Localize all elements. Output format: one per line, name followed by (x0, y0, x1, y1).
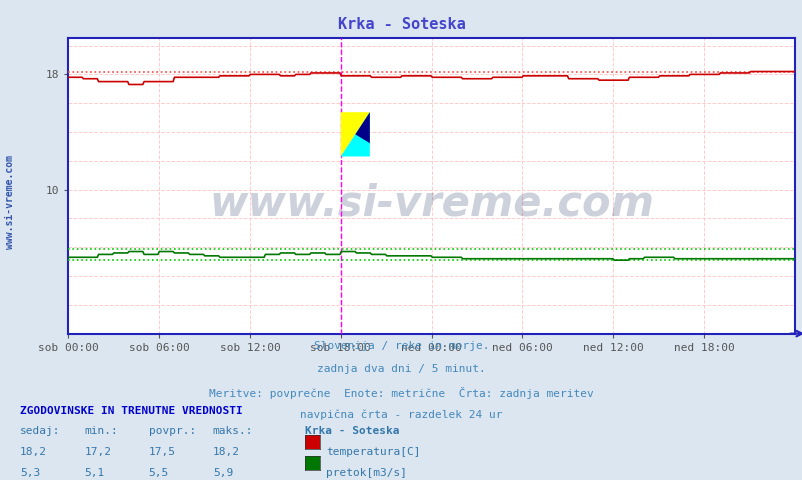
Text: 5,5: 5,5 (148, 468, 168, 478)
Text: Krka - Soteska: Krka - Soteska (337, 17, 465, 32)
Text: sedaj:: sedaj: (20, 426, 60, 436)
Text: 17,5: 17,5 (148, 447, 176, 457)
Text: Krka - Soteska: Krka - Soteska (305, 426, 399, 436)
Text: www.si-vreme.com: www.si-vreme.com (5, 155, 14, 249)
Text: 5,9: 5,9 (213, 468, 233, 478)
Polygon shape (340, 112, 370, 156)
Text: pretok[m3/s]: pretok[m3/s] (326, 468, 407, 478)
Polygon shape (340, 112, 370, 156)
Text: 5,3: 5,3 (20, 468, 40, 478)
Text: ZGODOVINSKE IN TRENUTNE VREDNOSTI: ZGODOVINSKE IN TRENUTNE VREDNOSTI (20, 406, 242, 416)
Text: zadnja dva dni / 5 minut.: zadnja dva dni / 5 minut. (317, 364, 485, 374)
Text: Slovenija / reke in morje.: Slovenija / reke in morje. (314, 341, 488, 351)
Text: povpr.:: povpr.: (148, 426, 196, 436)
Text: 18,2: 18,2 (213, 447, 240, 457)
Text: maks.:: maks.: (213, 426, 253, 436)
Polygon shape (354, 112, 370, 143)
Text: min.:: min.: (84, 426, 118, 436)
Text: www.si-vreme.com: www.si-vreme.com (209, 183, 654, 225)
Text: temperatura[C]: temperatura[C] (326, 447, 420, 457)
Text: 18,2: 18,2 (20, 447, 47, 457)
Text: 17,2: 17,2 (84, 447, 111, 457)
Text: Meritve: povprečne  Enote: metrične  Črta: zadnja meritev: Meritve: povprečne Enote: metrične Črta:… (209, 387, 593, 399)
Text: 5,1: 5,1 (84, 468, 104, 478)
Text: navpična črta - razdelek 24 ur: navpična črta - razdelek 24 ur (300, 410, 502, 420)
